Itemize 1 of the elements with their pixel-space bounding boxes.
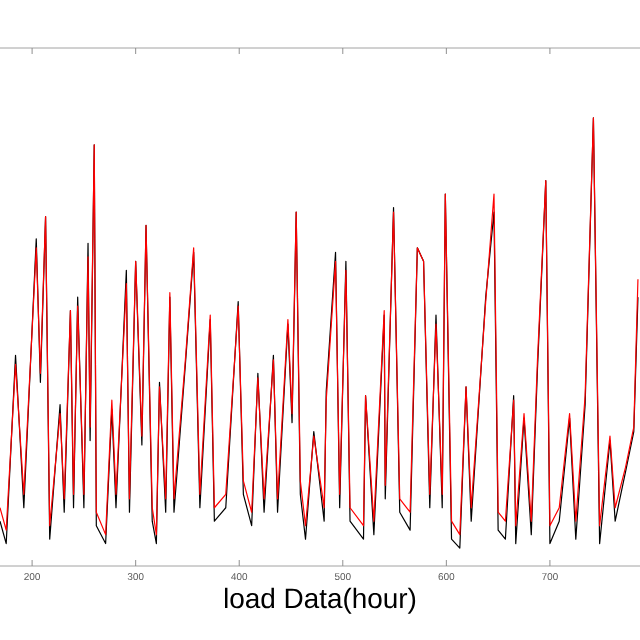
x-axis-title: load Data(hour) xyxy=(224,587,416,614)
